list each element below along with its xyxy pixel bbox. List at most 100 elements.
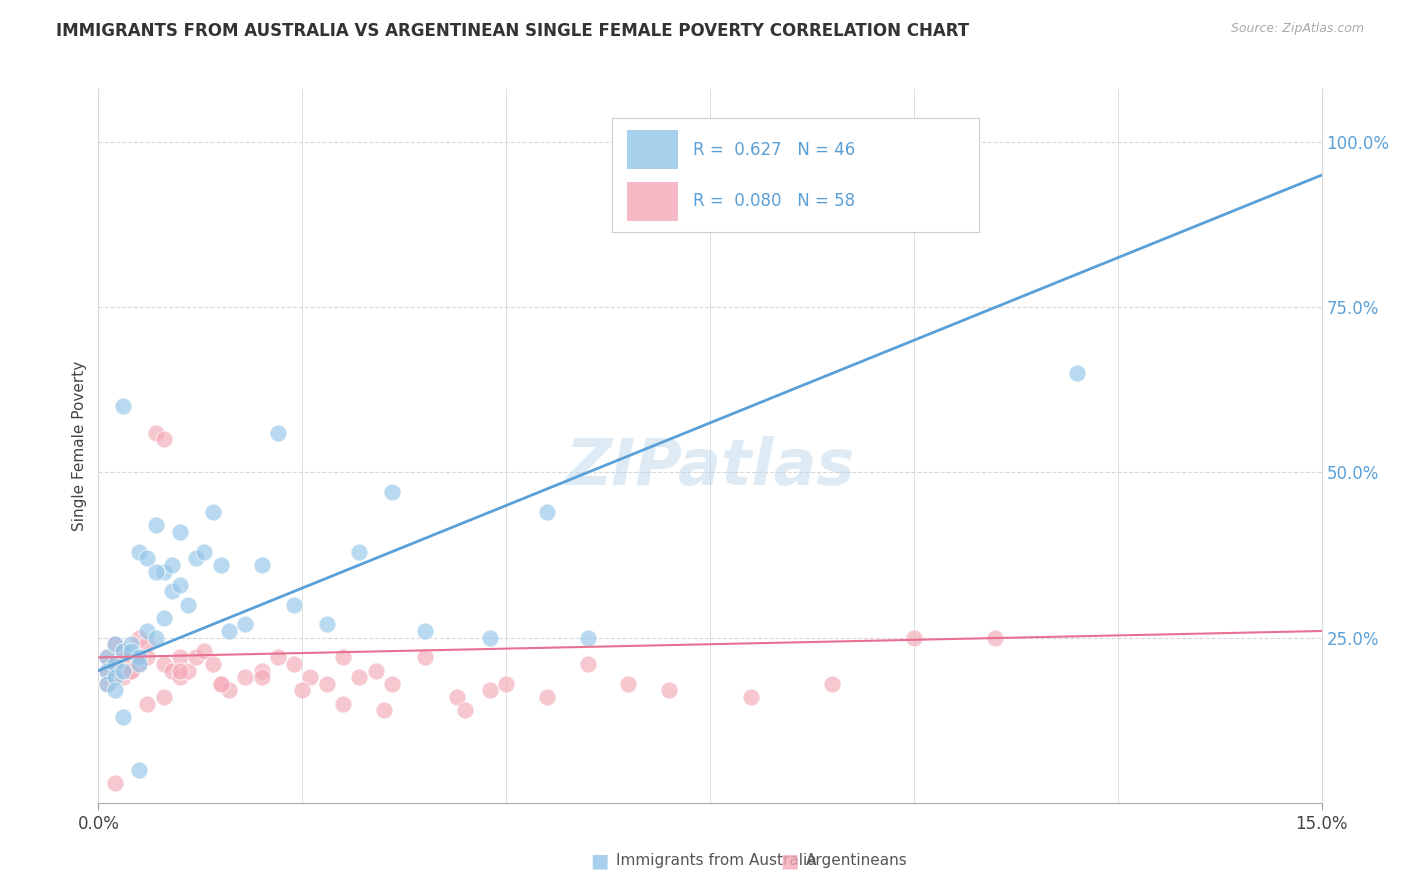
Text: IMMIGRANTS FROM AUSTRALIA VS ARGENTINEAN SINGLE FEMALE POVERTY CORRELATION CHART: IMMIGRANTS FROM AUSTRALIA VS ARGENTINEAN… (56, 22, 969, 40)
Text: ■: ■ (780, 851, 799, 871)
Point (96, 650, 118, 665)
Point (250, 664, 273, 678)
Point (283, 657, 305, 671)
Point (446, 690, 468, 704)
Point (186, 551, 208, 566)
Point (128, 657, 150, 671)
Point (454, 703, 477, 717)
Point (478, 631, 501, 645)
Point (478, 683, 501, 698)
Point (96, 677, 118, 691)
Point (120, 664, 142, 678)
Point (984, 631, 1007, 645)
Point (136, 697, 159, 711)
Point (283, 598, 305, 612)
Point (177, 598, 200, 612)
Point (299, 670, 322, 684)
Point (740, 690, 762, 704)
Text: Immigrants from Australia: Immigrants from Australia (616, 854, 817, 868)
Point (136, 551, 159, 566)
Point (617, 677, 640, 691)
Point (145, 631, 167, 645)
Point (128, 763, 150, 777)
Point (152, 611, 174, 625)
Point (104, 657, 127, 671)
Point (576, 657, 599, 671)
Text: ■: ■ (591, 851, 609, 871)
Point (160, 584, 183, 599)
Point (111, 644, 134, 658)
Point (332, 697, 354, 711)
Y-axis label: Single Female Poverty: Single Female Poverty (72, 361, 87, 531)
Point (128, 650, 150, 665)
Point (218, 624, 240, 638)
Point (209, 677, 232, 691)
Point (373, 703, 395, 717)
Point (160, 558, 183, 572)
Point (104, 657, 127, 671)
Point (267, 425, 290, 440)
Point (821, 677, 844, 691)
Point (315, 617, 337, 632)
Point (193, 644, 215, 658)
Point (536, 690, 558, 704)
Point (145, 565, 167, 579)
Point (152, 433, 174, 447)
Point (1066, 367, 1088, 381)
Point (104, 637, 127, 651)
Text: Source: ZipAtlas.com: Source: ZipAtlas.com (1230, 22, 1364, 36)
Point (169, 578, 191, 592)
Point (218, 683, 240, 698)
Point (193, 545, 215, 559)
Point (169, 524, 191, 539)
Point (201, 505, 224, 519)
Point (201, 657, 224, 671)
Point (413, 650, 436, 665)
Point (267, 650, 290, 665)
Point (104, 670, 127, 684)
Point (111, 670, 134, 684)
Point (186, 650, 208, 665)
Point (136, 650, 159, 665)
Point (104, 776, 127, 790)
Point (413, 624, 436, 638)
Point (145, 425, 167, 440)
Point (364, 664, 387, 678)
Point (111, 664, 134, 678)
Text: Argentineans: Argentineans (806, 854, 907, 868)
Point (381, 485, 404, 500)
Point (250, 670, 273, 684)
Point (169, 670, 191, 684)
Point (96, 664, 118, 678)
Point (177, 664, 200, 678)
Point (233, 670, 256, 684)
Point (136, 624, 159, 638)
Point (381, 677, 404, 691)
Point (120, 664, 142, 678)
Point (169, 664, 191, 678)
Point (209, 558, 232, 572)
Point (160, 664, 183, 678)
Point (152, 690, 174, 704)
Point (495, 677, 517, 691)
Point (536, 505, 558, 519)
Point (152, 565, 174, 579)
Point (128, 657, 150, 671)
Point (145, 518, 167, 533)
Point (169, 650, 191, 665)
Point (903, 631, 925, 645)
Point (111, 710, 134, 724)
Text: ZIPatlas: ZIPatlas (565, 436, 855, 499)
Point (120, 644, 142, 658)
Point (111, 644, 134, 658)
Point (128, 545, 150, 559)
Point (576, 631, 599, 645)
Point (104, 683, 127, 698)
Point (111, 400, 134, 414)
Point (120, 637, 142, 651)
Point (136, 637, 159, 651)
Point (250, 558, 273, 572)
Point (291, 683, 314, 698)
Point (104, 637, 127, 651)
Point (209, 677, 232, 691)
